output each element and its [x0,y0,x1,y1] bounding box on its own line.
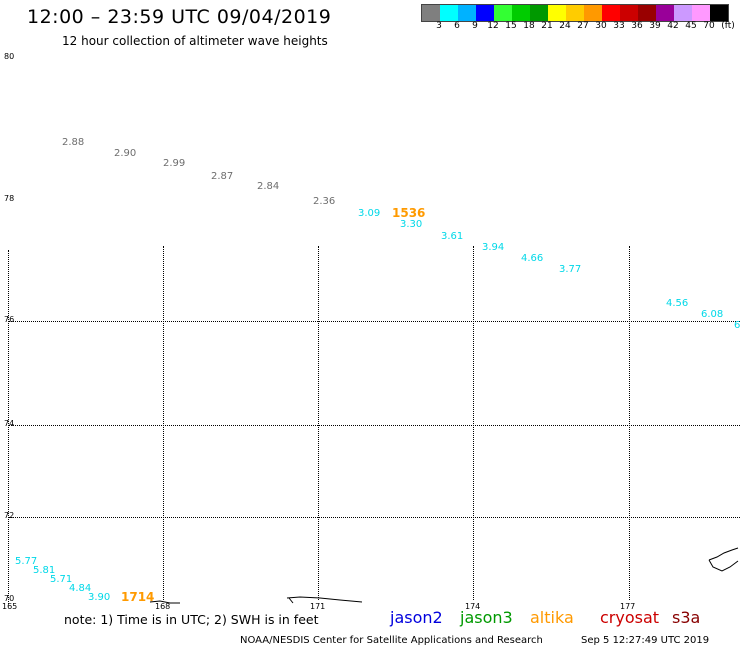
wave-height-label: 4.56 [666,298,689,309]
lon-label: 165 [2,602,18,611]
satellite-legend-cryosat: cryosat [600,608,660,627]
pass-time-label: 1714 [121,590,155,604]
colorbar-label: 21 [541,21,553,31]
wave-height-label: 4.66 [521,253,544,264]
lat-label: 80 [4,52,15,61]
wave-height-label: 5.77 [15,556,38,567]
colorbar-label: 33 [613,21,625,31]
wave-height-label: 2.36 [313,196,336,207]
grid-meridian [473,246,474,600]
colorbar-label: (ft) [721,21,735,31]
colorbar-label: 45 [685,21,697,31]
colorbar-label: 9 [472,21,478,31]
colorbar-swatch [602,5,620,21]
colorbar-swatch [638,5,656,21]
wave-height-label: 2.99 [163,158,186,169]
wave-height-label: 5.81 [33,565,56,576]
colorbar-label: 39 [649,21,661,31]
satellite-legend-jason3: jason3 [460,608,513,627]
colorbar-labels: 3 6 9 12 15 18 21 24 27 30 33 36 39 42 4… [421,21,740,33]
grid-parallel [8,517,740,518]
lon-label: 174 [465,602,481,611]
colorbar-swatch [620,5,638,21]
satellite-legend-jason2: jason2 [390,608,443,627]
colorbar-label: 24 [559,21,571,31]
colorbar-swatch [584,5,602,21]
wave-height-label: 3.90 [88,592,111,603]
colorbar-label: 3 [436,21,442,31]
colorbar-swatch [530,5,548,21]
colorbar-label: 70 [703,21,715,31]
coastline [288,597,294,604]
grid-parallel [8,425,740,426]
wave-height-label: 3.61 [441,231,464,242]
wave-height-label: 3.94 [482,242,505,253]
satellite-legend-altika: altika [530,608,574,627]
colorbar-swatch [476,5,494,21]
credit-footer: NOAA/NESDIS Center for Satellite Applica… [240,635,543,646]
wave-height-label: 2.84 [257,181,280,192]
grid-meridian [163,246,164,600]
wave-height-label: 2.88 [62,137,85,148]
colorbar-swatch [710,5,728,21]
colorbar-swatch [440,5,458,21]
grid-meridian [629,246,630,600]
lat-label: 72 [4,511,15,520]
map-subtitle: 12 hour collection of altimeter wave hei… [62,34,328,48]
colorbar-swatch [674,5,692,21]
colorbar-swatch [512,5,530,21]
colorbar-label: 36 [631,21,643,31]
wave-height-label: 5.71 [50,574,73,585]
map-title: 12:00 – 23:59 UTC 09/04/2019 [27,6,332,28]
lat-label: 70 [4,594,15,603]
colorbar-swatch [548,5,566,21]
lat-label: 76 [4,315,15,324]
colorbar-swatch [494,5,512,21]
colorbar-label: 42 [667,21,679,31]
colorbar-label: 12 [487,21,499,31]
wave-height-label: 2.87 [211,171,234,182]
colorbar-swatch [656,5,674,21]
lat-label: 74 [4,419,15,428]
generated-timestamp: Sep 5 12:27:49 UTC 2019 [581,635,710,646]
colorbar-label: 27 [577,21,589,31]
satellite-legend-s3a: s3a [672,608,701,627]
coastline [149,600,180,604]
wave-height-label: 4.84 [69,583,92,594]
grid-parallel [8,321,740,322]
wave-height-label: 3.30 [400,219,423,230]
colorbar-swatch [566,5,584,21]
coastline [708,547,739,572]
grid-meridian [8,250,9,604]
colorbar-label: 30 [595,21,607,31]
wave-height-label: 3.09 [358,208,381,219]
colorbar-label: 6 [454,21,460,31]
colorbar-swatch [458,5,476,21]
colorbar-label: 15 [505,21,517,31]
wave-height-label: 3.77 [559,264,582,275]
colorbar-swatch [692,5,710,21]
wave-height-label: 2.90 [114,148,137,159]
colorbar [421,4,729,22]
units-note: note: 1) Time is in UTC; 2) SWH is in fe… [64,612,319,627]
pass-time-label: 1536 [392,206,426,220]
colorbar-label: 18 [523,21,535,31]
grid-meridian [318,246,319,600]
lon-label: 171 [310,602,326,611]
lon-label: 168 [155,602,171,611]
lon-label: 177 [620,602,636,611]
colorbar-swatch [422,5,440,21]
wave-height-label: 6 [734,320,740,331]
wave-height-label: 6.08 [701,309,724,320]
coastline [286,596,363,603]
lat-label: 78 [4,194,15,203]
